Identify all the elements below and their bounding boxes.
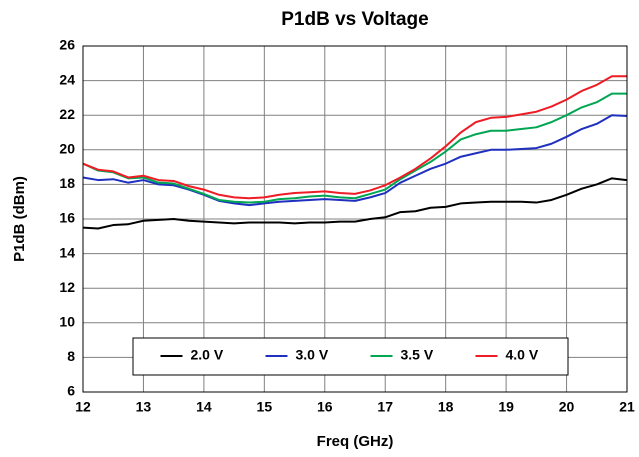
y-tick-label: 22	[59, 106, 75, 122]
x-tick-label: 16	[317, 399, 333, 415]
legend-label: 4.0 V	[506, 347, 539, 363]
x-tick-label: 14	[196, 399, 212, 415]
y-tick-label: 14	[59, 244, 75, 260]
series-line	[82, 177, 628, 230]
y-tick-label: 16	[59, 210, 75, 226]
plot-frame	[82, 45, 628, 393]
ticks: 12 13 14 15 16 17 18 19 20 21 6 8 10 12 14 16 18 20 22 24 26	[59, 37, 635, 415]
x-tick-label: 18	[438, 399, 454, 415]
y-tick-label: 24	[59, 71, 75, 87]
x-tick-label: 21	[619, 399, 635, 415]
x-tick-label: 13	[136, 399, 152, 415]
series-line	[82, 114, 628, 207]
chart-title: P1dB vs Voltage	[281, 9, 428, 30]
x-tick-label: 17	[377, 399, 393, 415]
y-tick-label: 6	[67, 383, 75, 399]
legend-label: 3.5 V	[401, 347, 434, 363]
y-tick-label: 10	[59, 314, 75, 330]
y-axis-label: P1dB (dBm)	[11, 176, 28, 262]
legend-label: 2.0 V	[191, 347, 224, 363]
x-tick-label: 12	[75, 399, 91, 415]
y-tick-label: 20	[59, 141, 75, 157]
x-tick-label: 20	[559, 399, 575, 415]
y-tick-label: 18	[59, 175, 75, 191]
lines	[82, 75, 628, 230]
y-tick-label: 26	[59, 37, 75, 53]
y-tick-label: 8	[67, 348, 75, 364]
series-line	[82, 75, 627, 200]
legend-label: 3.0 V	[296, 347, 329, 363]
y-tick-label: 12	[59, 279, 75, 295]
x-tick-label: 19	[498, 399, 514, 415]
legend: 2.0 V 3.0 V 3.5 V 4.0 V	[132, 337, 569, 376]
x-tick-label: 15	[257, 399, 273, 415]
x-axis-label: Freq (GHz)	[317, 433, 394, 450]
series-line	[82, 92, 627, 204]
